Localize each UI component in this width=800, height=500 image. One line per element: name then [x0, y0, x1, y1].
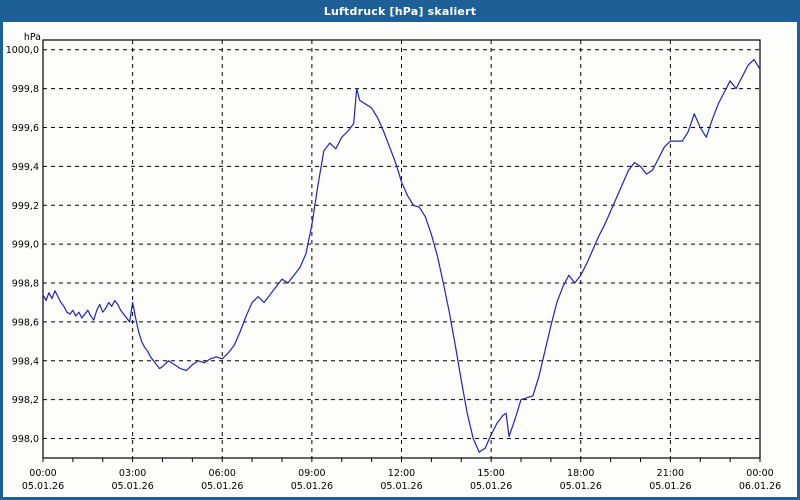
- x-axis-date-label: 05.01.26: [201, 481, 243, 492]
- x-axis-time-label: 21:00: [657, 468, 684, 479]
- x-axis-labels: 00:00 05.01.26 03:00 05.01.26 06:00 05.01.26 0…: [22, 468, 781, 492]
- y-axis-tick-label: 998,0: [12, 434, 39, 445]
- data-series-line: [42, 58, 761, 453]
- x-axis-date-label: 05.01.26: [111, 481, 153, 492]
- y-axis-unit-label: hPa: [24, 32, 41, 43]
- axis-frame: [42, 39, 761, 462]
- y-axis-tick-label: 998,4: [12, 356, 39, 367]
- pressure-line-chart: 998,0 998,2 998,4 998,6 998,8 999,0 999,2 999,4…: [3, 22, 797, 497]
- y-axis-tick-label: 999,4: [12, 162, 39, 173]
- plot-frame: [42, 39, 761, 459]
- y-axis-tick-label: 999,6: [12, 123, 39, 134]
- y-axis-tick-label: 1000,0: [6, 45, 39, 56]
- y-axis-tick-label: 998,8: [12, 279, 39, 290]
- grid-layer: [43, 40, 760, 458]
- y-axis-tick-label: 999,0: [12, 240, 39, 251]
- y-axis-tick-label: 998,2: [12, 395, 39, 406]
- x-axis-time-label: 12:00: [388, 468, 415, 479]
- x-axis-time-label: 18:00: [567, 468, 594, 479]
- page-title: Luftdruck [hPa] skaliert: [323, 4, 477, 18]
- x-axis-date-label: 05.01.26: [560, 481, 602, 492]
- x-axis-time-label: 09:00: [298, 468, 325, 479]
- y-axis-tick-label: 999,8: [12, 84, 39, 95]
- y-axis-tick-label: 998,6: [12, 317, 39, 328]
- y-axis-labels: 998,0 998,2 998,4 998,6 998,8 999,0 999,2 999,4…: [6, 45, 39, 445]
- x-axis-time-label: 00:00: [29, 468, 56, 479]
- x-axis-date-label: 05.01.26: [470, 481, 512, 492]
- plot-area: 998,0 998,2 998,4 998,6 998,8 999,0 999,2 999,4…: [3, 22, 797, 497]
- x-axis-time-label: 03:00: [119, 468, 146, 479]
- window-title-bar: Luftdruck [hPa] skaliert: [3, 0, 797, 22]
- y-axis-tick-label: 999,2: [12, 201, 39, 212]
- x-axis-date-label: 05.01.26: [22, 481, 64, 492]
- x-axis-time-label: 06:00: [209, 468, 236, 479]
- x-axis-date-label: 06.01.26: [739, 481, 781, 492]
- x-axis-date-label: 05.01.26: [380, 481, 422, 492]
- x-axis-time-label: 15:00: [477, 468, 504, 479]
- x-axis-date-label: 05.01.26: [291, 481, 333, 492]
- x-axis-time-label: 00:00: [746, 468, 773, 479]
- x-axis-date-label: 05.01.26: [649, 481, 691, 492]
- series-layer: [42, 58, 761, 453]
- chart-background: [3, 22, 797, 497]
